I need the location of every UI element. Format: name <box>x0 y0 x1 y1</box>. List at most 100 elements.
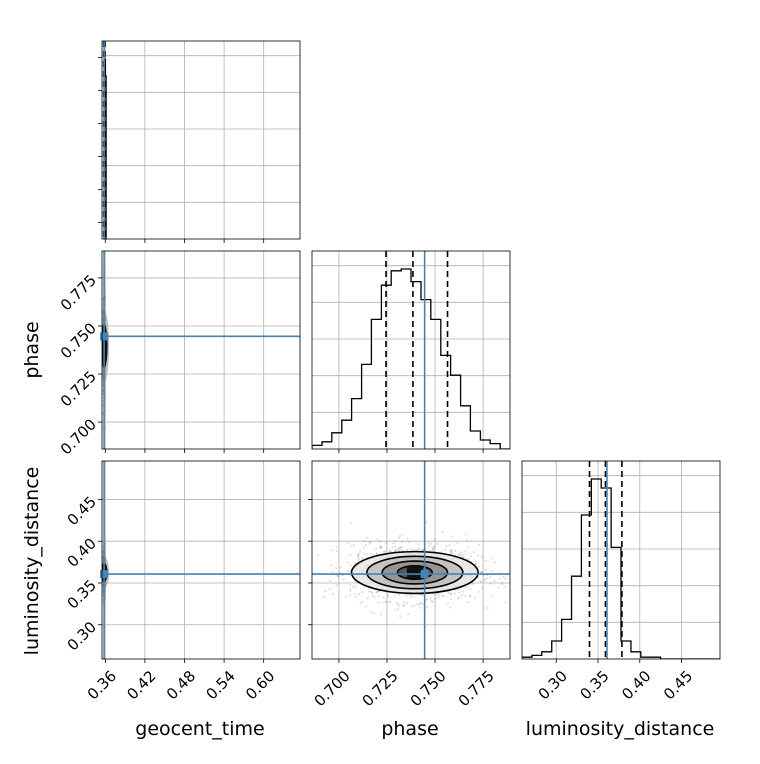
scatter-point <box>505 575 508 578</box>
scatter-point <box>481 571 484 574</box>
scatter-point <box>419 601 422 604</box>
scatter-point <box>350 545 353 548</box>
scatter-point <box>454 592 457 595</box>
scatter-point <box>391 546 394 549</box>
scatter-point <box>394 545 397 548</box>
scatter-point <box>354 596 357 599</box>
scatter-point <box>375 591 378 594</box>
scatter-point <box>406 548 409 551</box>
scatter-point <box>433 545 436 548</box>
scatter-point <box>349 554 352 557</box>
scatter-point <box>357 557 360 560</box>
panel-border <box>311 250 511 450</box>
contour-line <box>396 565 433 581</box>
scatter-point <box>416 602 419 605</box>
panel-hist-geocent_time <box>98 40 301 243</box>
scatter-point <box>472 551 475 554</box>
scatter-point <box>454 549 457 552</box>
y-tick-label: 0.750 <box>57 319 100 362</box>
scatter-point <box>378 540 381 543</box>
scatter-point <box>446 602 449 605</box>
scatter-point <box>479 580 482 583</box>
scatter-point <box>355 584 358 587</box>
scatter-point <box>370 610 373 613</box>
scatter-point <box>445 545 448 548</box>
scatter-point <box>376 590 379 593</box>
truth-marker <box>420 570 429 579</box>
x-tick-label: 0.725 <box>359 667 402 710</box>
scatter-point <box>393 594 396 597</box>
scatter-point <box>400 533 403 536</box>
scatter-point <box>449 549 452 552</box>
scatter-point <box>398 549 401 552</box>
scatter-point <box>336 550 339 553</box>
scatter-point <box>389 549 392 552</box>
scatter-point <box>293 569 295 571</box>
scatter-point <box>457 553 460 556</box>
scatter-point <box>335 545 338 548</box>
scatter-point <box>407 541 410 544</box>
scatter-point <box>359 601 362 604</box>
y-tick-label: 0.35 <box>64 576 100 612</box>
scatter-point <box>467 601 470 604</box>
scatter-point <box>463 549 466 552</box>
scatter-point <box>397 593 400 596</box>
scatter-point <box>450 549 453 552</box>
scatter-point <box>380 613 383 616</box>
scatter-point <box>485 568 488 571</box>
truth-marker <box>100 570 109 579</box>
density-area <box>293 521 510 618</box>
scatter-point <box>394 539 397 542</box>
y-tick-label: 0.40 <box>64 534 100 570</box>
scatter-point <box>436 592 439 595</box>
y-tick-label: 0.30 <box>64 618 100 654</box>
scatter-point <box>406 538 409 541</box>
panel-border <box>521 460 721 660</box>
scatter-point <box>481 586 484 589</box>
scatter-point <box>366 597 369 600</box>
scatter-point <box>457 597 460 600</box>
scatter-point <box>358 593 361 596</box>
scatter-point <box>478 543 481 546</box>
scatter-point <box>394 549 397 552</box>
scatter-point <box>419 606 422 609</box>
scatter-point <box>406 602 409 605</box>
scatter-point <box>368 541 371 544</box>
scatter-point <box>398 535 401 538</box>
scatter-point <box>417 547 420 550</box>
panel-border <box>101 40 301 240</box>
scatter-point <box>444 548 447 551</box>
scatter-point <box>410 604 413 607</box>
scatter-point <box>374 547 377 550</box>
scatter-point <box>388 550 391 553</box>
scatter-point <box>434 538 437 541</box>
y-tick-label: 0.700 <box>57 415 100 458</box>
scatter-point <box>414 549 417 552</box>
panel-border <box>101 460 301 660</box>
scatter-point <box>490 595 493 598</box>
scatter-point <box>434 592 437 595</box>
scatter-point <box>361 600 364 603</box>
scatter-point <box>383 550 386 553</box>
grid <box>102 461 300 659</box>
scatter-point <box>361 557 364 560</box>
scatter-point <box>330 564 333 567</box>
scatter-point <box>329 579 332 582</box>
scatter-point <box>464 553 467 556</box>
scatter-point <box>362 585 365 588</box>
scatter-point <box>335 584 338 587</box>
contour-line <box>350 550 479 595</box>
scatter-point <box>354 593 357 596</box>
scatter-point <box>376 537 379 540</box>
scatter-point <box>378 601 381 604</box>
scatter-point <box>365 604 368 607</box>
x-tick-label: 0.48 <box>163 667 199 703</box>
scatter-point <box>384 600 387 603</box>
scatter-point <box>358 552 361 555</box>
y-tick-label: 0.725 <box>57 367 100 410</box>
scatter-point <box>372 554 375 557</box>
scatter-point <box>379 545 382 548</box>
x-tick-label: 0.42 <box>123 667 159 703</box>
